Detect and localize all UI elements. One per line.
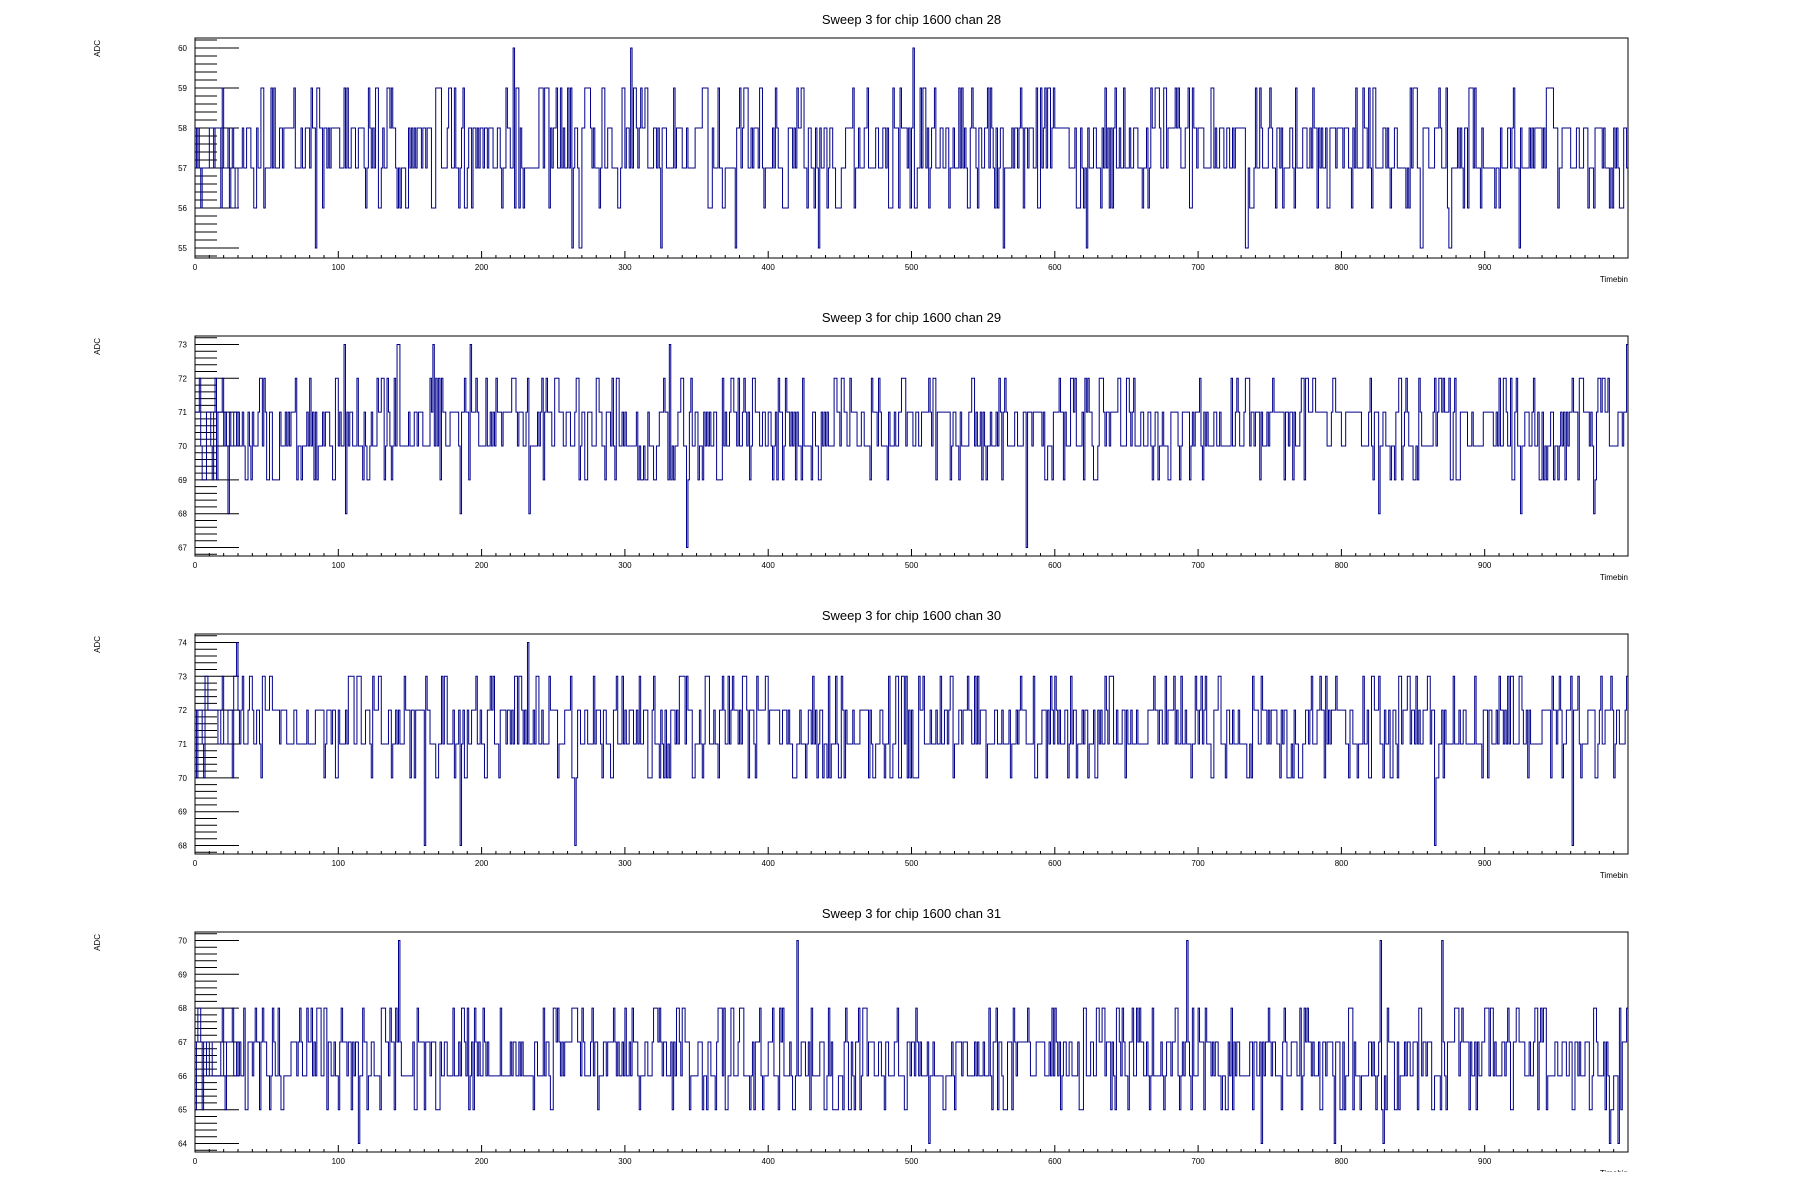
plot-frame (194, 335, 1629, 557)
x-axis-label: Timebin (1600, 573, 1628, 582)
series-trace (195, 641, 1628, 847)
y-tick-label: 73 (178, 340, 187, 349)
y-tick-label: 72 (178, 374, 187, 383)
x-tick-label: 100 (332, 1157, 346, 1166)
y-axis-label: ADC (93, 40, 102, 57)
y-tick-label: 67 (178, 544, 187, 553)
y-tick-label: 68 (178, 842, 187, 851)
y-tick-label: 69 (178, 808, 187, 817)
x-tick-label: 400 (762, 561, 776, 570)
x-tick-label: 300 (618, 561, 632, 570)
x-tick-label: 0 (193, 1157, 198, 1166)
plot-frame (194, 633, 1629, 855)
x-tick-label: 600 (1048, 1157, 1062, 1166)
y-tick-label: 59 (178, 84, 187, 93)
x-tick-label: 700 (1191, 263, 1205, 272)
y-axis-label: ADC (93, 338, 102, 355)
y-tick-label: 71 (178, 740, 187, 749)
y-tick-label: 72 (178, 706, 187, 715)
chart-title: Sweep 3 for chip 1600 chan 29 (822, 310, 1001, 325)
chart-panel-2: Sweep 3 for chip 1600 chan 29 ADC Timebin 0… (93, 310, 1629, 582)
x-tick-label: 800 (1335, 561, 1349, 570)
x-tick-label: 0 (193, 263, 198, 272)
y-axis-label: ADC (93, 636, 102, 653)
y-axis-label: ADC (93, 934, 102, 951)
chart-panel-3: Sweep 3 for chip 1600 chan 30 ADC Timebin 0… (93, 608, 1629, 880)
x-tick-label: 600 (1048, 859, 1062, 868)
x-tick-label: 600 (1048, 561, 1062, 570)
x-tick-label: 900 (1478, 859, 1492, 868)
y-tick-label: 68 (178, 510, 187, 519)
x-tick-label: 800 (1335, 859, 1349, 868)
x-tick-label: 900 (1478, 1157, 1492, 1166)
x-axis-label: Timebin (1600, 871, 1628, 880)
y-tick-label: 68 (178, 1004, 187, 1013)
y-tick-label: 73 (178, 672, 187, 681)
x-tick-label: 300 (618, 859, 632, 868)
x-tick-label: 100 (332, 859, 346, 868)
x-tick-label: 500 (905, 859, 919, 868)
x-tick-label: 800 (1335, 263, 1349, 272)
x-tick-label: 200 (475, 1157, 489, 1166)
series-trace (195, 939, 1628, 1145)
y-tick-label: 58 (178, 124, 187, 133)
x-axis-label: Timebin (1600, 275, 1628, 284)
x-tick-label: 700 (1191, 561, 1205, 570)
x-tick-label: 0 (193, 561, 198, 570)
x-tick-label: 700 (1191, 1157, 1205, 1166)
chart-panel-1: Sweep 3 for chip 1600 chan 28 ADC Timebin 0… (93, 12, 1629, 284)
x-tick-label: 300 (618, 263, 632, 272)
x-tick-label: 900 (1478, 263, 1492, 272)
y-tick-label: 67 (178, 1038, 187, 1047)
y-tick-label: 70 (178, 774, 187, 783)
y-tick-label: 74 (178, 638, 187, 647)
x-tick-label: 500 (905, 561, 919, 570)
x-tick-label: 700 (1191, 859, 1205, 868)
x-tick-label: 600 (1048, 263, 1062, 272)
y-tick-label: 57 (178, 164, 187, 173)
x-tick-label: 800 (1335, 1157, 1349, 1166)
y-tick-label: 69 (178, 970, 187, 979)
y-tick-label: 56 (178, 204, 187, 213)
y-tick-label: 64 (178, 1140, 187, 1149)
x-tick-label: 0 (193, 859, 198, 868)
y-tick-label: 71 (178, 408, 187, 417)
x-tick-label: 900 (1478, 561, 1492, 570)
x-tick-label: 100 (332, 263, 346, 272)
x-tick-label: 500 (905, 1157, 919, 1166)
plot-frame (194, 931, 1629, 1153)
y-tick-label: 60 (178, 44, 187, 53)
x-tick-label: 200 (475, 561, 489, 570)
y-tick-label: 70 (178, 442, 187, 451)
y-tick-label: 70 (178, 936, 187, 945)
series-trace (195, 47, 1628, 249)
x-tick-label: 100 (332, 561, 346, 570)
x-tick-label: 400 (762, 859, 776, 868)
y-tick-label: 66 (178, 1072, 187, 1081)
series-trace (195, 343, 1628, 549)
x-tick-label: 300 (618, 1157, 632, 1166)
chart-title: Sweep 3 for chip 1600 chan 30 (822, 608, 1001, 623)
y-tick-label: 55 (178, 244, 187, 253)
y-tick-label: 65 (178, 1106, 187, 1115)
x-tick-label: 200 (475, 263, 489, 272)
chart-title: Sweep 3 for chip 1600 chan 31 (822, 906, 1001, 921)
x-tick-label: 200 (475, 859, 489, 868)
chart-panel-4: Sweep 3 for chip 1600 chan 31ADCTimebin0… (93, 906, 1629, 1177)
chart-title: Sweep 3 for chip 1600 chan 28 (822, 12, 1001, 27)
y-tick-label: 69 (178, 476, 187, 485)
x-tick-label: 500 (905, 263, 919, 272)
plot-frame (194, 37, 1629, 259)
x-tick-label: 400 (762, 1157, 776, 1166)
x-tick-label: 400 (762, 263, 776, 272)
